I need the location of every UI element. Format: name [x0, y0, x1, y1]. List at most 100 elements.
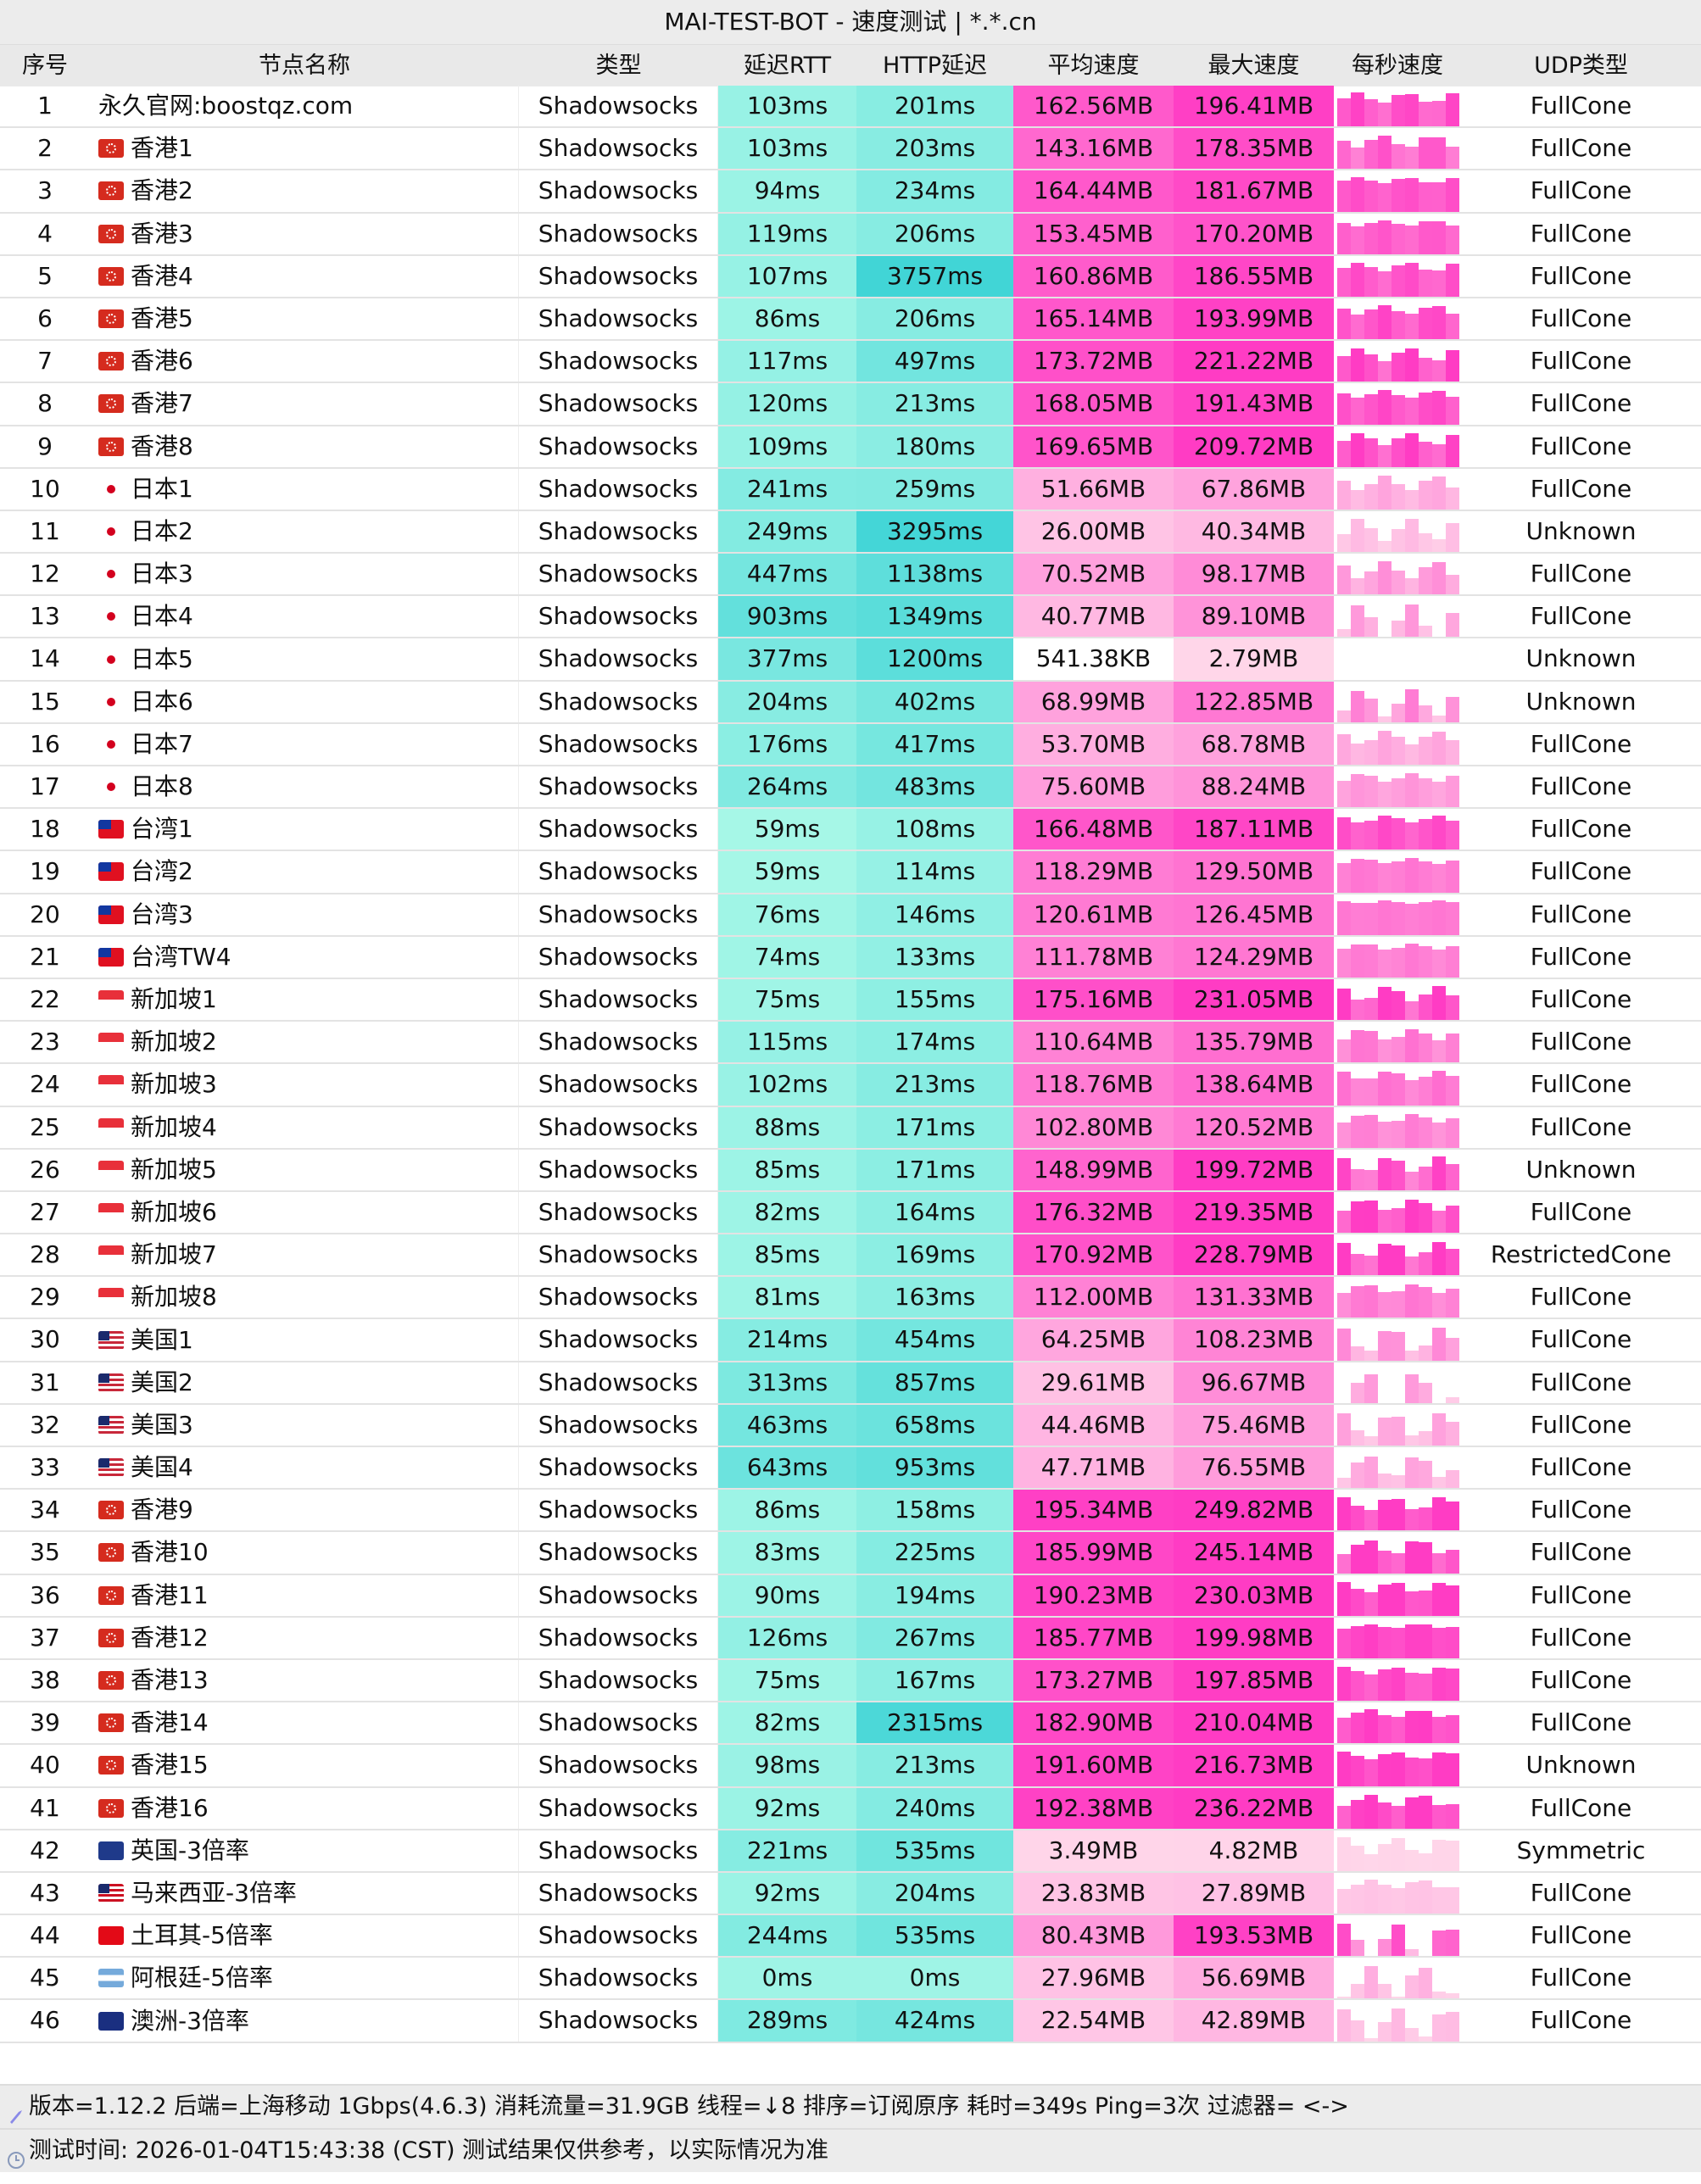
rtt-cell: 249ms: [718, 511, 856, 552]
sparkline-bar: [1405, 348, 1419, 382]
type-cell: Shadowsocks: [519, 1915, 718, 1956]
node-name: 日本5: [131, 639, 193, 680]
sparkline-bar: [1405, 1256, 1419, 1275]
http-latency-cell: 158ms: [856, 1490, 1013, 1530]
sparkline-bar: [1364, 1115, 1378, 1147]
per-second-cell: [1334, 383, 1461, 424]
sparkline-bar: [1378, 476, 1391, 510]
per-second-cell: [1334, 1830, 1461, 1871]
sparkline-bar: [1419, 182, 1432, 212]
avg-speed-cell: 169.65MB: [1013, 426, 1174, 467]
rtt-cell: 75ms: [718, 1660, 856, 1701]
sparkline-bar: [1378, 390, 1391, 424]
per-second-sparkline: [1334, 1618, 1461, 1658]
rtt-cell: 126ms: [718, 1618, 856, 1658]
sparkline-bar: [1446, 435, 1459, 466]
sparkline-bar: [1364, 617, 1378, 637]
sparkline-bar: [1405, 398, 1419, 425]
sparkline-bar: [1446, 1841, 1459, 1871]
sparkline-bar: [1337, 1211, 1351, 1233]
node-name-cell: 香港4: [90, 256, 519, 297]
per-second-sparkline: [1334, 1575, 1461, 1616]
max-speed-cell: 187.11MB: [1174, 809, 1334, 850]
rtt-cell: 903ms: [718, 596, 856, 637]
per-second-cell: [1334, 638, 1461, 679]
sparkline-bar: [1405, 1080, 1419, 1106]
rtt-cell: 107ms: [718, 256, 856, 297]
sparkline-bar: [1391, 1628, 1405, 1658]
sparkline-bar: [1351, 1000, 1364, 1020]
node-name: 马来西亚-3倍率: [131, 1873, 297, 1914]
http-latency-cell: 163ms: [856, 1277, 1013, 1318]
type-cell: Shadowsocks: [519, 1490, 718, 1530]
sparkline-bar: [1378, 1754, 1391, 1786]
sparkline-bar: [1419, 270, 1432, 297]
hk-flag-icon: [98, 437, 124, 456]
rtt-cell: 102ms: [718, 1064, 856, 1105]
type-cell: Shadowsocks: [519, 809, 718, 850]
sparkline-bar: [1337, 1806, 1351, 1828]
per-second-cell: [1334, 426, 1461, 467]
sparkline-bar: [1419, 1431, 1432, 1446]
index-cell: 14: [0, 638, 90, 679]
type-cell: Shadowsocks: [519, 214, 718, 254]
max-speed-cell: 191.43MB: [1174, 383, 1334, 424]
us-flag-icon: [98, 1416, 124, 1435]
index-cell: 11: [0, 511, 90, 552]
node-name: 美国3: [131, 1405, 193, 1446]
node-name-cell: 土耳其-5倍率: [90, 1915, 519, 1956]
sparkline-bar: [1378, 816, 1391, 850]
node-name-cell: 台湾1: [90, 809, 519, 850]
http-latency-cell: 535ms: [856, 1915, 1013, 1956]
sparkline-bar: [1391, 1417, 1405, 1446]
col-type: 类型: [519, 45, 718, 86]
sparkline-bar: [1364, 1436, 1378, 1446]
udp-type-cell: FullCone: [1461, 1490, 1701, 1530]
sparkline-bar: [1405, 1001, 1419, 1020]
index-cell: 16: [0, 724, 90, 765]
hk-flag-icon: [98, 139, 124, 158]
sparkline-bar: [1446, 1930, 1459, 1957]
node-name: 新加坡6: [131, 1192, 217, 1233]
index-cell: 46: [0, 2000, 90, 2041]
http-latency-cell: 267ms: [856, 1618, 1013, 1658]
sparkline-bar: [1351, 2020, 1364, 2041]
http-latency-cell: 402ms: [856, 682, 1013, 722]
per-second-cell: [1334, 1618, 1461, 1658]
max-speed-cell: 40.34MB: [1174, 511, 1334, 552]
sparkline-bar: [1432, 1887, 1446, 1914]
node-name-cell: 美国3: [90, 1405, 519, 1446]
avg-speed-cell: 195.34MB: [1013, 1490, 1174, 1530]
sparkline-bar: [1378, 445, 1391, 467]
per-second-sparkline: [1334, 638, 1461, 679]
sparkline-bar: [1405, 1591, 1419, 1616]
index-cell: 27: [0, 1192, 90, 1233]
per-second-sparkline: [1334, 766, 1461, 807]
sparkline-bar: [1351, 1671, 1364, 1701]
index-cell: 13: [0, 596, 90, 637]
node-name: 香港3: [131, 214, 193, 254]
sparkline-bar: [1351, 944, 1364, 978]
max-speed-cell: 68.78MB: [1174, 724, 1334, 765]
udp-type-cell: Unknown: [1461, 1150, 1701, 1190]
node-name-cell: 日本4: [90, 596, 519, 637]
sparkline-bar: [1405, 519, 1419, 552]
sparkline-bar: [1337, 1293, 1351, 1318]
avg-speed-cell: 29.61MB: [1013, 1362, 1174, 1403]
sparkline-bar: [1351, 226, 1364, 254]
sparkline-bar: [1391, 353, 1405, 382]
avg-speed-cell: 118.29MB: [1013, 851, 1174, 892]
sparkline-bar: [1378, 782, 1391, 807]
sparkline-bar: [1419, 1383, 1432, 1403]
per-second-sparkline: [1334, 2000, 1461, 2041]
udp-type-cell: FullCone: [1461, 724, 1701, 765]
sparkline-bar: [1378, 561, 1391, 594]
sparkline-bar: [1391, 2008, 1405, 2041]
sparkline-bar: [1419, 778, 1432, 807]
index-cell: 32: [0, 1405, 90, 1446]
type-cell: Shadowsocks: [519, 979, 718, 1020]
udp-type-cell: FullCone: [1461, 1107, 1701, 1148]
